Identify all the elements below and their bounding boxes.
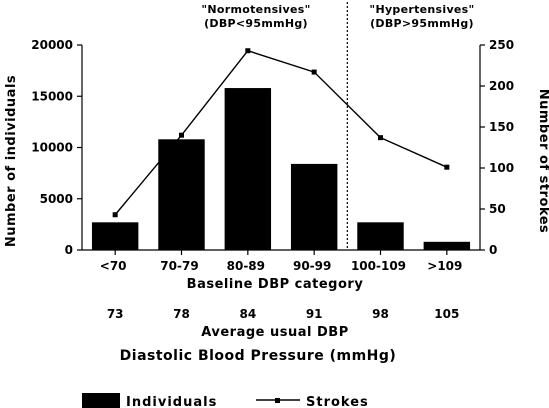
annotation-hypertensives-range: (DBP>95mmHg) xyxy=(370,17,474,30)
x-axis-title: Baseline DBP category xyxy=(187,277,364,292)
average-usual-dbp-value: 105 xyxy=(434,307,459,321)
bar-series-individuals xyxy=(91,88,471,250)
x-tick-label: 80-89 xyxy=(227,259,265,273)
average-usual-dbp-value: 78 xyxy=(173,307,190,321)
strokes-marker xyxy=(245,48,251,54)
legend-swatch-strokes-marker xyxy=(275,398,280,403)
y-left-tick-label: 20000 xyxy=(31,38,73,52)
average-usual-dbp-values: 73 78 84 91 98 105 xyxy=(107,307,460,321)
x-axis-main-title: Diastolic Blood Pressure (mmHg) xyxy=(120,348,397,364)
legend-label-strokes: Strokes xyxy=(306,395,369,408)
y-right-tick-label: 0 xyxy=(489,243,497,257)
bar-individuals xyxy=(290,163,338,250)
bar-individuals xyxy=(423,241,471,250)
axes xyxy=(77,44,485,255)
strokes-marker xyxy=(444,164,450,170)
legend-label-individuals: Individuals xyxy=(126,395,217,408)
y-right-tick-label: 50 xyxy=(489,202,506,216)
bar-individuals xyxy=(357,222,404,250)
bar-individuals xyxy=(224,88,272,250)
y-right-tick-label: 150 xyxy=(489,120,514,134)
x-tick-label: 100-109 xyxy=(351,259,406,273)
average-usual-dbp-value: 73 xyxy=(107,307,124,321)
x-tick-label: 70-79 xyxy=(160,259,198,273)
line-series-strokes xyxy=(112,48,450,218)
y-right-tick-label: 100 xyxy=(489,161,514,175)
average-usual-dbp-value: 98 xyxy=(372,307,389,321)
annotation-hypertensives-title: "Hypertensives" xyxy=(369,3,474,16)
y-left-tick-label: 5000 xyxy=(40,192,73,206)
strokes-marker xyxy=(378,135,383,141)
y-axis-right-title: Number of strokes xyxy=(536,89,549,234)
y-right-tick-label: 250 xyxy=(489,38,514,52)
x-axis-secondary-title: Average usual DBP xyxy=(201,325,348,340)
strokes-marker xyxy=(311,69,317,75)
tick-labels: 0 5000 10000 15000 20000 0 50 100 150 200 250 <70 70… xyxy=(31,38,514,273)
strokes-marker xyxy=(112,212,118,218)
y-left-tick-label: 15000 xyxy=(31,89,73,103)
average-usual-dbp-value: 91 xyxy=(306,307,323,321)
x-tick-label: >109 xyxy=(427,259,462,273)
y-right-tick-label: 200 xyxy=(489,79,514,93)
y-axis-left-title: Number of individuals xyxy=(4,75,19,247)
x-tick-label: 90-99 xyxy=(293,259,331,273)
legend: Individuals Strokes xyxy=(82,393,369,408)
y-left-tick-label: 0 xyxy=(65,243,73,257)
bar-individuals xyxy=(91,222,139,250)
x-tick-label: <70 xyxy=(100,259,127,273)
bar-individuals xyxy=(158,139,205,250)
legend-swatch-individuals xyxy=(82,393,120,408)
average-usual-dbp-value: 84 xyxy=(239,307,256,321)
y-left-tick-label: 10000 xyxy=(31,141,73,155)
annotation-normotensives-range: (DBP<95mmHg) xyxy=(204,17,308,30)
annotation-normotensives-title: "Normotensives" xyxy=(201,3,310,16)
strokes-marker xyxy=(179,132,184,138)
strokes-line xyxy=(114,49,448,216)
